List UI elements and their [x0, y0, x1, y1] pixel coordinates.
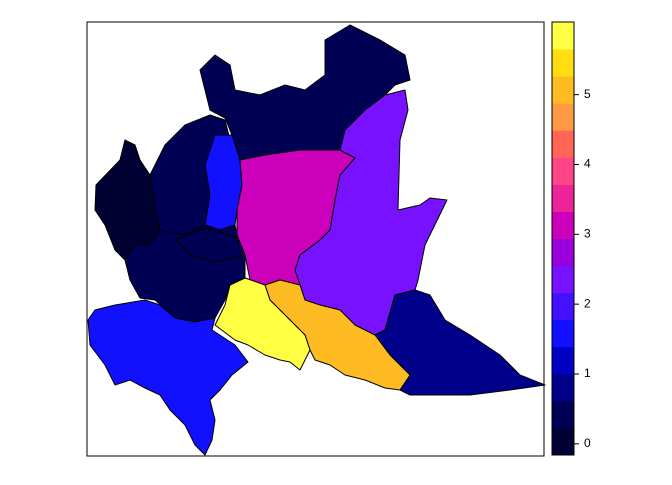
region: [174, 227, 246, 263]
region: [87, 299, 249, 456]
colorbar-band: [552, 292, 574, 321]
colorbar-band: [552, 346, 574, 375]
colorbar-tick-label: 0: [584, 436, 591, 450]
colorbar-tick-label: 3: [584, 226, 591, 240]
region: [214, 277, 311, 371]
colorbar-band: [552, 184, 574, 212]
colorbar-band: [552, 49, 574, 77]
colorbar-band: [552, 76, 574, 104]
colorbar-band: [552, 157, 574, 185]
colorbar-band: [552, 265, 574, 294]
region: [204, 134, 243, 231]
colorbar-tick-label: 4: [584, 157, 591, 171]
colorbar-band: [552, 103, 574, 131]
colorbar-tick-label: 2: [584, 296, 591, 310]
colorbar-frame: [551, 21, 575, 456]
region: [94, 139, 161, 261]
colorbar-band: [552, 238, 574, 267]
map-frame: [86, 21, 545, 457]
colorbar-band: [552, 427, 574, 456]
colorbar-band: [552, 211, 574, 239]
colorbar: 0 1 2 3 4 5: [551, 21, 591, 456]
colorbar-band: [552, 319, 574, 348]
colorbar-band: [552, 373, 574, 402]
colorbar-tick-label: 5: [584, 87, 591, 101]
colorbar-band: [552, 22, 574, 50]
colorbar-tick-label: 1: [584, 366, 591, 380]
colorbar-band: [552, 130, 574, 158]
colorbar-band: [552, 400, 574, 429]
map-regions: [87, 24, 546, 456]
